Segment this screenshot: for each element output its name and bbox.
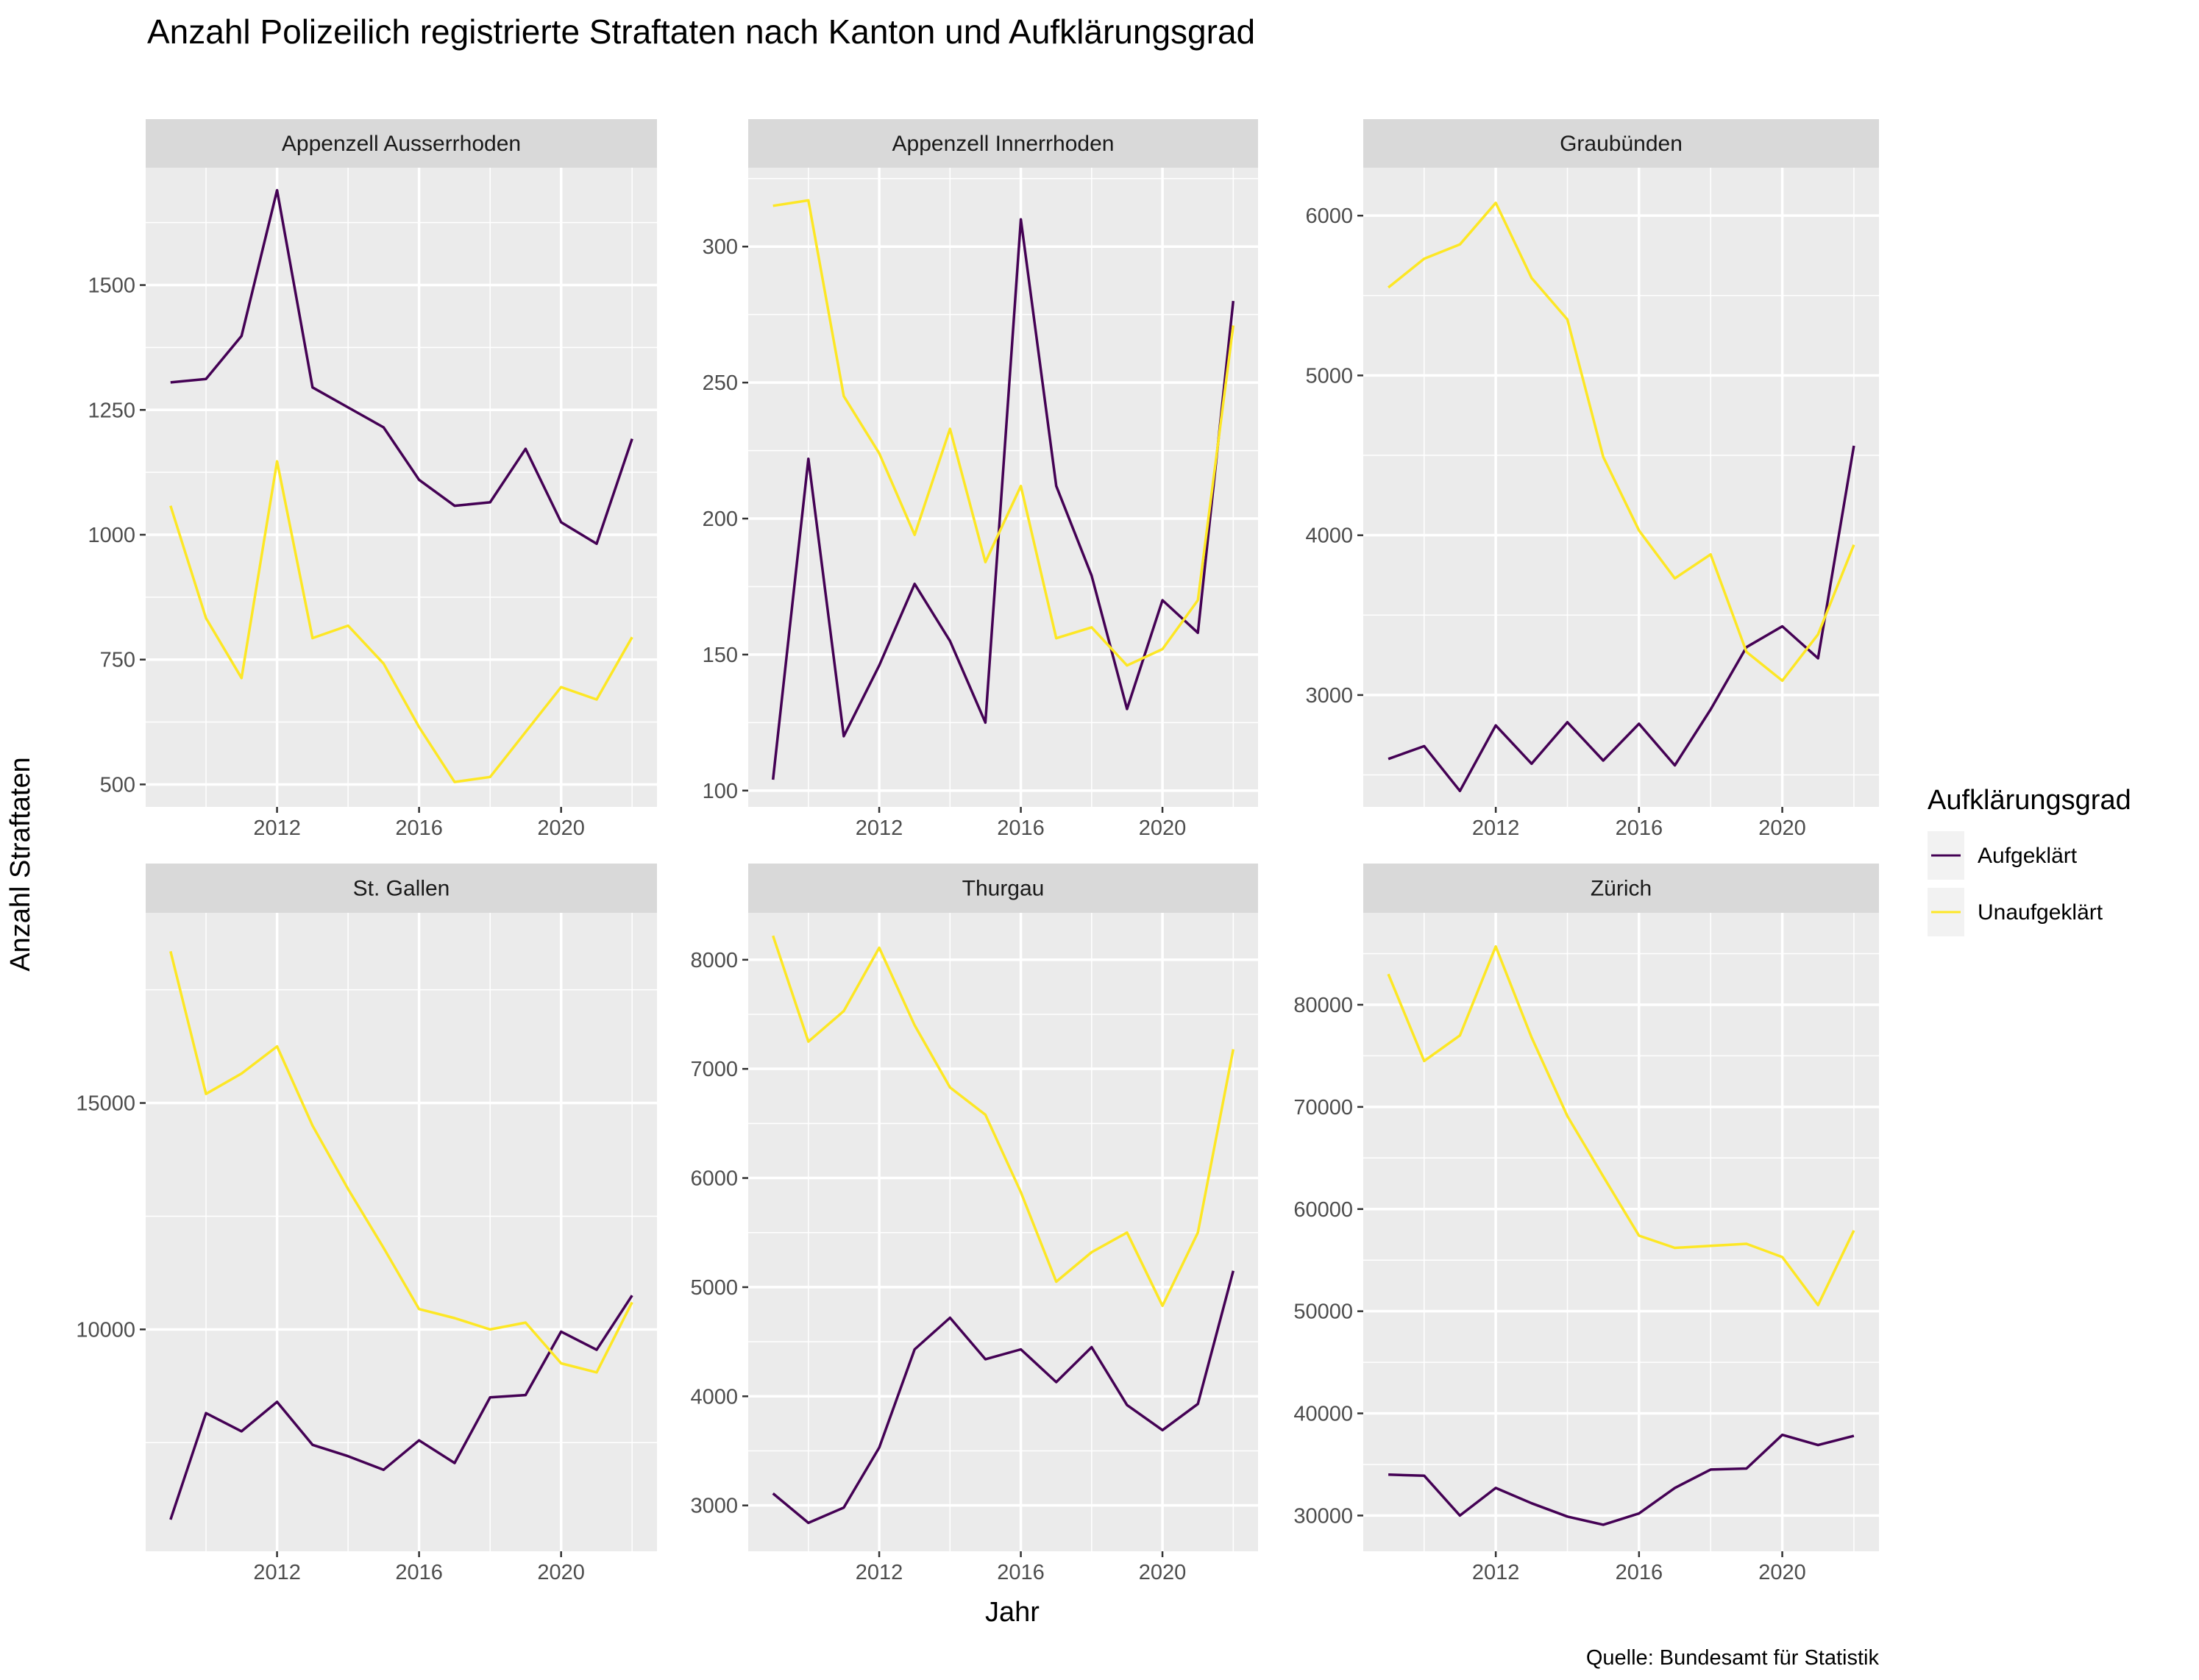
strip-appenzell-innerrhoden: [748, 119, 1258, 168]
strip-graubunden: [1363, 119, 1879, 168]
y-tick-label: 7000: [690, 1058, 738, 1081]
plot-background-st-gallen: [146, 913, 657, 1551]
series-line-aufgeklart-zurich: [1388, 1433, 1855, 1526]
y-tick-label: 1250: [88, 399, 135, 422]
strip-label-thurgau: Thurgau: [962, 877, 1045, 901]
legend: Aufklärungsgrad Aufgeklärt Unaufgeklärt: [1928, 785, 2131, 936]
x-tick-label: 2016: [997, 816, 1045, 840]
series-line-aufgeklart-st-gallen: [169, 1295, 633, 1520]
panel-st-gallen: St. Gallen 10000 15000 2012 2016 2020: [76, 864, 657, 1584]
series-line-aufgeklart-appenzell-innerrhoden: [771, 218, 1235, 780]
x-tick-label: 2020: [1139, 1561, 1187, 1584]
strip-st-gallen: [146, 864, 657, 913]
y-tick-label: 200: [703, 508, 738, 531]
series-line-aufgeklart-thurgau: [772, 1270, 1235, 1525]
y-tick-label: 70000: [1293, 1096, 1353, 1120]
x-tick-label: 2020: [537, 816, 585, 840]
panel-thurgau: Thurgau 3000 4000 5000 6000 7000 8000 2012 2016 2…: [690, 864, 1258, 1584]
x-tick-label: 2012: [1472, 816, 1520, 840]
caption: Quelle: Bundesamt für Statistik: [1586, 1646, 1880, 1670]
strip-label-appenzell-innerrhoden: Appenzell Innerrhoden: [892, 132, 1115, 156]
panel-appenzell-innerrhoden: Appenzell Innerrhoden 100 150 200 250 300 2012…: [703, 119, 1258, 840]
x-tick-label: 2012: [253, 816, 301, 840]
x-tick-label: 2012: [253, 1561, 301, 1584]
y-tick-label: 4000: [1305, 524, 1353, 548]
y-tick-label: 5000: [690, 1276, 738, 1300]
panel-graubunden: Graubünden 3000 4000 5000 6000 2012 2016 2020: [1305, 119, 1879, 840]
y-tick-label: 40000: [1293, 1403, 1353, 1426]
y-tick-label: 500: [100, 773, 135, 797]
legend-label-aufgeklaert: Aufgeklärt: [1978, 844, 2078, 868]
y-tick-label: 6000: [1305, 204, 1353, 228]
y-tick-label: 15000: [76, 1092, 135, 1116]
y-tick-label: 50000: [1293, 1300, 1353, 1324]
legend-label-unaufgeklaert: Unaufgeklärt: [1978, 900, 2103, 925]
series-line-unaufgeklart-st-gallen: [169, 950, 633, 1374]
y-tick-label: 60000: [1293, 1198, 1353, 1222]
y-tick-label: 8000: [690, 949, 738, 972]
y-tick-label: 150: [703, 644, 738, 667]
x-tick-label: 2016: [395, 816, 443, 840]
facet-panels: Appenzell Ausserrhoden 500 750 1000 1250 1500…: [76, 119, 1879, 1584]
x-tick-label: 2012: [856, 816, 903, 840]
strip-label-zurich: Zürich: [1591, 877, 1652, 901]
panel-appenzell-ausserrhoden: Appenzell Ausserrhoden 500 750 1000 1250 1500…: [88, 119, 657, 840]
strip-label-graubunden: Graubünden: [1560, 132, 1683, 156]
series-line-aufgeklart-appenzell-ausserrhoden: [170, 188, 633, 545]
y-tick-label: 80000: [1293, 994, 1353, 1017]
y-tick-label: 3000: [690, 1495, 738, 1518]
y-tick-label: 6000: [690, 1167, 738, 1191]
x-tick-label: 2016: [395, 1561, 443, 1584]
x-axis-title: Jahr: [985, 1597, 1040, 1628]
plot-background-appenzell-ausserrhoden: [146, 168, 657, 807]
x-tick-label: 2012: [1472, 1561, 1520, 1584]
strip-zurich: [1363, 864, 1879, 913]
legend-title: Aufklärungsgrad: [1928, 785, 2131, 816]
x-tick-label: 2016: [1616, 816, 1663, 840]
series-line-unaufgeklart-zurich: [1387, 945, 1855, 1307]
plot-background-graubunden: [1363, 168, 1879, 807]
y-tick-label: 5000: [1305, 364, 1353, 388]
y-tick-label: 1000: [88, 524, 135, 547]
panel-zurich: Zürich 30000 40000 50000 60000 70000 80000 2012…: [1293, 864, 1879, 1584]
x-tick-label: 2016: [997, 1561, 1045, 1584]
y-tick-label: 4000: [690, 1385, 738, 1409]
y-tick-label: 250: [703, 371, 738, 395]
y-tick-label: 100: [703, 780, 738, 803]
y-tick-label: 300: [703, 235, 738, 259]
x-tick-label: 2020: [537, 1561, 585, 1584]
strip-thurgau: [748, 864, 1258, 913]
plot-background-zurich: [1363, 913, 1879, 1551]
y-tick-label: 30000: [1293, 1504, 1353, 1528]
strip-label-appenzell-ausserrhoden: Appenzell Ausserrhoden: [282, 132, 521, 156]
y-axis-title: Anzahl Straftaten: [5, 757, 36, 972]
series-line-unaufgeklart-graubunden: [1388, 202, 1855, 683]
strip-appenzell-ausserrhoden: [146, 119, 657, 168]
x-tick-label: 2020: [1758, 1561, 1806, 1584]
chart-title: Anzahl Polizeilich registrierte Straftat…: [147, 13, 1255, 51]
series-line-unaufgeklart-appenzell-ausserrhoden: [169, 460, 633, 783]
series-line-unaufgeklart-thurgau: [772, 935, 1235, 1307]
strip-label-st-gallen: St. Gallen: [353, 877, 450, 901]
x-tick-label: 2016: [1616, 1561, 1663, 1584]
y-tick-label: 1500: [88, 274, 135, 298]
series-line-aufgeklart-graubunden: [1388, 445, 1855, 793]
y-tick-label: 10000: [76, 1318, 135, 1342]
x-tick-label: 2020: [1758, 816, 1806, 840]
series-line-unaufgeklart-appenzell-innerrhoden: [772, 199, 1235, 667]
y-tick-label: 3000: [1305, 684, 1353, 708]
y-tick-label: 750: [100, 649, 135, 672]
x-tick-label: 2012: [856, 1561, 903, 1584]
x-tick-label: 2020: [1139, 816, 1187, 840]
